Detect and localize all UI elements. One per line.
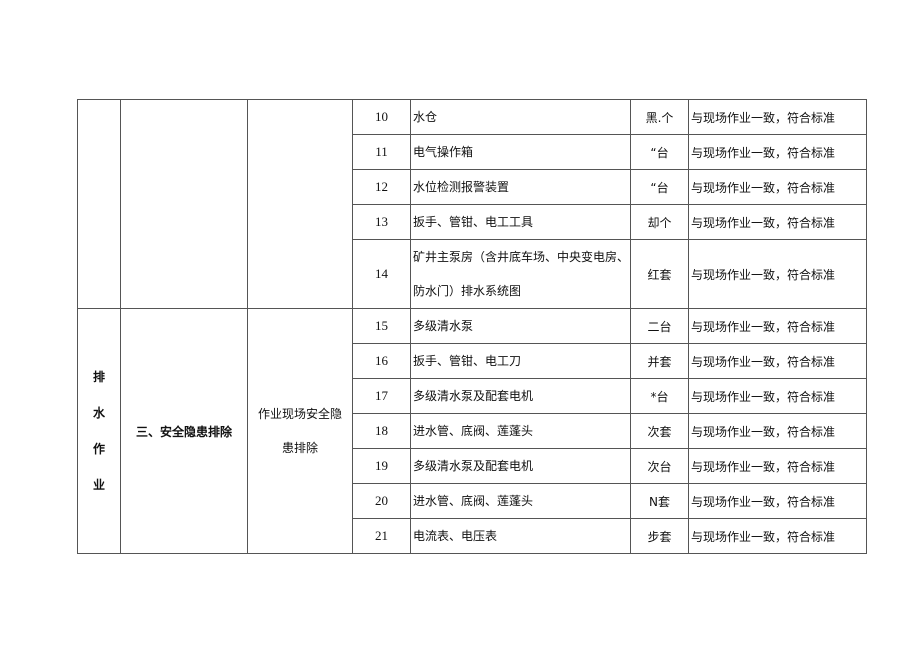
equipment-name: 电流表、电压表 (410, 518, 631, 554)
category-char: 业 (92, 478, 105, 492)
unit: 次套 (630, 413, 689, 449)
table-row: 13 扳手、管钳、电工工具 却个 与现场作业一致，符合标准 (78, 204, 867, 240)
inspection-result: 与现场作业一致，符合标准 (688, 483, 867, 519)
unit: 却个 (630, 204, 689, 240)
inspection-result: 与现场作业一致，符合标准 (688, 169, 867, 205)
unit: *台 (630, 378, 689, 414)
equipment-name: 矿井主泵房（含井底车场、中央变电房、防水门）排水系统图 (410, 239, 631, 309)
inspection-result: 与现场作业一致，符合标准 (688, 239, 867, 309)
table-row: 14 矿井主泵房（含井底车场、中央变电房、防水门）排水系统图 红套 与现场作业一致，符… (78, 239, 867, 309)
row-number: 10 (352, 99, 411, 135)
row-number: 13 (352, 204, 411, 240)
table-row: 19 多级清水泵及配套电机 次台 与现场作业一致，符合标准 (78, 448, 867, 484)
table-row: 20 进水管、底阀、莲蓬头 N套 与现场作业一致，符合标准 (78, 483, 867, 519)
row-number: 20 (352, 483, 411, 519)
unit: 二台 (630, 308, 689, 344)
equipment-name: 进水管、底阀、莲蓬头 (410, 483, 631, 519)
row-number: 15 (352, 308, 411, 344)
equipment-name: 扳手、管钳、电工刀 (410, 343, 631, 379)
inspection-result: 与现场作业一致，符合标准 (688, 204, 867, 240)
empty-category-cell (77, 99, 121, 309)
equipment-name: 多级清水泵 (410, 308, 631, 344)
row-number: 12 (352, 169, 411, 205)
table-row: 21 电流表、电压表 步套 与现场作业一致，符合标准 (78, 518, 867, 554)
row-number: 18 (352, 413, 411, 449)
equipment-name: 水位检测报警装置 (410, 169, 631, 205)
unit: “台 (630, 169, 689, 205)
unit: 步套 (630, 518, 689, 554)
equipment-name: 进水管、底阀、莲蓬头 (410, 413, 631, 449)
unit: 红套 (630, 239, 689, 309)
row-number: 21 (352, 518, 411, 554)
inspection-result: 与现场作业一致，符合标准 (688, 343, 867, 379)
item-cell: 三、安全隐患排除 (120, 308, 248, 554)
inspection-result: 与现场作业一致，符合标准 (688, 448, 867, 484)
unit: 黑.个 (630, 99, 689, 135)
unit: 次台 (630, 448, 689, 484)
equipment-name: 电气操作箱 (410, 134, 631, 170)
inspection-result: 与现场作业一致，符合标准 (688, 308, 867, 344)
equipment-name: 多级清水泵及配套电机 (410, 448, 631, 484)
equipment-name: 水仓 (410, 99, 631, 135)
row-number: 19 (352, 448, 411, 484)
row-number: 16 (352, 343, 411, 379)
unit: N套 (630, 483, 689, 519)
inspection-result: 与现场作业一致，符合标准 (688, 378, 867, 414)
empty-item-cell (120, 99, 248, 309)
inspection-result: 与现场作业一致，符合标准 (688, 413, 867, 449)
subitem-cell: 作业现场安全隐患排除 (247, 308, 353, 554)
category-char: 作 (92, 442, 105, 456)
row-number: 11 (352, 134, 411, 170)
table-row: 17 多级清水泵及配套电机 *台 与现场作业一致，符合标准 (78, 378, 867, 414)
table-row: 11 电气操作箱 “台 与现场作业一致，符合标准 (78, 134, 867, 170)
category-char: 排 (92, 370, 105, 384)
table-row: 18 进水管、底阀、莲蓬头 次套 与现场作业一致，符合标准 (78, 413, 867, 449)
equipment-name: 扳手、管钳、电工工具 (410, 204, 631, 240)
row-number: 17 (352, 378, 411, 414)
category-char: 水 (92, 406, 105, 420)
inspection-result: 与现场作业一致，符合标准 (688, 99, 867, 135)
inspection-result: 与现场作业一致，符合标准 (688, 134, 867, 170)
empty-subitem-cell (247, 99, 353, 309)
unit: “台 (630, 134, 689, 170)
category-cell: 排水作业 (77, 308, 121, 554)
table-row: 10 水仓 黑.个 与现场作业一致，符合标准 (77, 99, 867, 309)
table-row: 排水作业三、安全隐患排除 作业现场安全隐患排除 15 多级清水泵 二台 与现场作业一致，符… (77, 308, 867, 554)
inspection-result: 与现场作业一致，符合标准 (688, 518, 867, 554)
row-number: 14 (352, 239, 411, 309)
inspection-table: 10 水仓 黑.个 与现场作业一致，符合标准 11 电气操作箱 “台 与现场作业一致，符合标准… (77, 99, 867, 554)
unit: 并套 (630, 343, 689, 379)
equipment-name: 多级清水泵及配套电机 (410, 378, 631, 414)
table-row: 12 水位检测报警装置 “台 与现场作业一致，符合标准 (78, 169, 867, 205)
